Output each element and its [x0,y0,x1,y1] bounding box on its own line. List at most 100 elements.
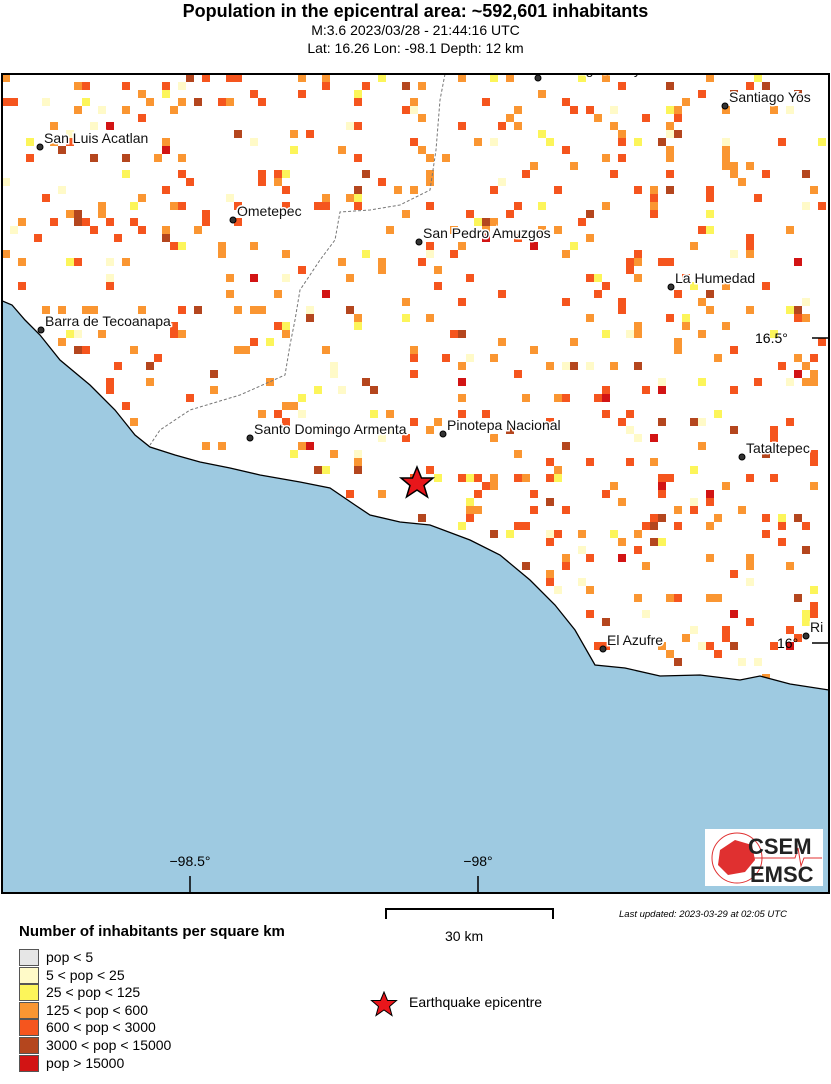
population-cell [794,306,802,314]
population-cell [706,498,714,506]
population-cell [810,586,818,594]
population-cell [706,490,714,498]
population-cell [138,194,146,202]
population-cell [498,178,506,186]
population-cell [586,314,594,322]
city-marker: La Humedad [667,269,757,291]
population-cell [522,562,530,570]
population-cell [330,362,338,370]
population-cell [666,314,674,322]
population-cell [658,258,666,266]
location-info: Lat: 16.26 Lon: -98.1 Depth: 12 km [307,40,524,56]
population-cell [74,258,82,266]
population-cell [682,98,690,106]
population-cell [250,242,258,250]
population-cell [18,258,26,266]
population-cell [426,314,434,322]
population-cell [562,146,570,154]
population-cell [794,634,802,642]
population-cell [802,298,810,306]
population-cell [554,586,562,594]
population-cell [794,258,802,266]
city-dot-icon [667,283,675,291]
population-cell [570,338,578,346]
population-cell [578,530,586,538]
population-cell [74,330,82,338]
population-cell [402,314,410,322]
population-cell [618,538,626,546]
legend-label: 125 < pop < 600 [46,1001,148,1018]
population-cell [282,402,290,410]
population-cell [426,178,434,186]
population-cell [114,234,122,242]
population-cell [698,330,706,338]
population-cell [274,410,282,418]
epicentre-star [398,465,436,499]
population-cell [490,218,498,226]
population-cell [162,138,170,146]
population-cell [746,474,754,482]
population-cell [802,202,810,210]
population-cell [466,474,474,482]
population-cell [810,482,818,490]
population-cell [722,162,730,170]
population-cell [642,386,650,394]
population-cell [442,154,450,162]
population-cell [562,506,570,514]
population-cell [146,98,154,106]
population-cell [314,202,322,210]
population-cell [354,194,362,202]
population-cell [658,418,666,426]
population-cell [202,442,210,450]
city-dot-icon [439,430,447,438]
population-cell [746,306,754,314]
population-cell [66,258,74,266]
city-dot-icon [721,102,729,110]
population-cell [138,114,146,122]
population-cell [178,170,186,178]
population-cell [170,202,178,210]
population-cell [490,186,498,194]
population-cell [66,210,74,218]
population-cell [554,466,562,474]
population-cell [234,306,242,314]
map-title: Population in the epicentral area: ~592,… [182,1,649,21]
population-cell [322,74,330,82]
population-cell [506,114,514,122]
population-cell [498,122,506,130]
population-cell [410,354,418,362]
population-cell [810,450,818,458]
population-cell [338,386,346,394]
population-cell [354,314,362,322]
population-cell [50,138,58,146]
population-cell [458,330,466,338]
population-cell [474,474,482,482]
population-cell [658,490,666,498]
legend-epicentre-label: Earthquake epicentre [409,994,543,1010]
population-cell [18,218,26,226]
population-cell [786,106,794,114]
population-cell [458,410,466,418]
population-cell [690,418,698,426]
city-label: San Pedro Amuzgos [423,225,551,241]
population-cell [586,362,594,370]
lat-ticks: 16.5° 16° [755,330,829,651]
population-cell [402,434,410,442]
population-cell [690,282,698,290]
population-cell [578,578,586,586]
population-cell [674,658,682,666]
population-cell [698,226,706,234]
legend-swatch [19,1054,39,1072]
population-cell [226,74,234,82]
population-cell [466,274,474,282]
population-cell [722,146,730,154]
city-label: Ometepec [237,203,302,219]
population-cell [754,658,762,666]
population-cell [570,362,578,370]
population-cell [50,122,58,130]
population-cell [778,138,786,146]
population-cell [410,106,418,114]
population-cell [514,234,522,242]
population-cell [554,474,562,482]
population-cell [666,474,674,482]
